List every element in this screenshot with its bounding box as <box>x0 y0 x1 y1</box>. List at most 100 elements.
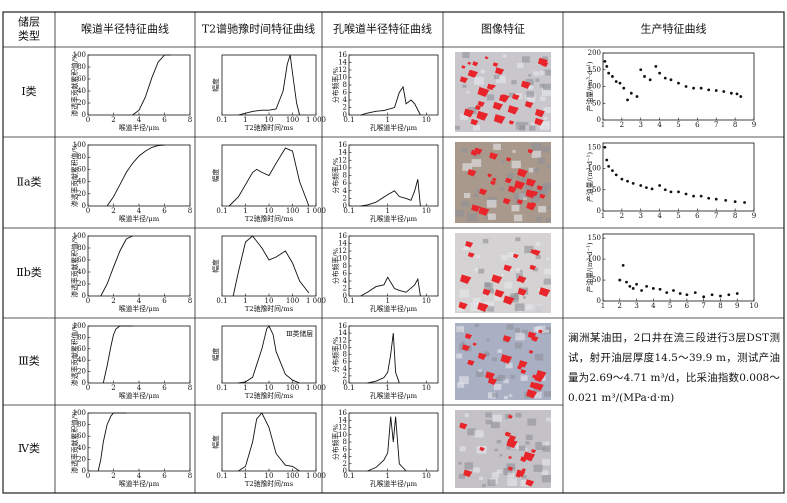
row-label: Ⅱb类 <box>16 265 42 279</box>
y-tick-label: 60 <box>77 165 86 173</box>
grain <box>519 270 523 273</box>
grain <box>467 428 476 436</box>
point <box>727 293 731 297</box>
x-tick-label: 10 <box>422 297 431 305</box>
grain <box>492 392 498 398</box>
note: 澜洲某油田，2口井在流三段进行3层DST测试，射开油层厚度14.5～39.9 m… <box>568 332 780 404</box>
point <box>631 181 635 185</box>
grain <box>511 204 520 212</box>
pore-space <box>532 249 541 256</box>
y-tick-label: 0 <box>82 111 86 119</box>
grain <box>524 183 533 190</box>
x-tick-label: 8 <box>188 384 192 392</box>
pore-space <box>500 354 513 364</box>
x-axis-label: 孔喉道半径/μm <box>370 123 418 132</box>
point <box>639 184 643 187</box>
point <box>735 292 739 295</box>
header-cell: 储层 <box>18 15 40 29</box>
grain <box>524 245 534 254</box>
pore-space <box>507 466 514 471</box>
y-tick-label: 10 <box>338 343 347 351</box>
y-tick-label: 40 <box>77 444 86 452</box>
x-tick-label: 1 <box>243 116 247 124</box>
y-axis-label: 幅度 <box>211 259 220 273</box>
pore-space <box>467 70 477 78</box>
pore-space <box>467 61 472 65</box>
y-tick-label: 0 <box>343 292 347 300</box>
point <box>692 86 695 90</box>
point <box>663 76 667 80</box>
point <box>707 196 711 200</box>
pore-space <box>506 438 518 449</box>
header-cell: 喉道半径特征曲线 <box>81 22 169 36</box>
pore-space <box>459 274 472 284</box>
pore-space <box>516 469 526 478</box>
y-tick-label: 8 <box>343 81 347 89</box>
point <box>614 173 618 177</box>
curve <box>238 325 300 384</box>
pore-space <box>517 168 528 178</box>
grain <box>491 472 499 478</box>
grain <box>535 254 541 260</box>
x-axis-label: 喉道半径/μm <box>119 304 160 313</box>
y-tick-label: 100 <box>588 83 601 91</box>
y-axis-label: 产油量/(m³·d⁻¹) <box>585 61 594 111</box>
point <box>614 80 618 83</box>
grain <box>537 157 546 164</box>
pore-space <box>491 274 503 284</box>
x-axis-label: 喉道半径/μm <box>119 123 160 132</box>
curve <box>232 235 310 297</box>
x-tick-label: 10 <box>265 116 274 124</box>
grain <box>541 474 551 483</box>
y-axis-label: 渗透率贡献累积值/% <box>70 410 79 474</box>
pore-space <box>485 371 496 380</box>
grain <box>541 146 550 153</box>
y-axis-label: 渗透率贡献累积值/% <box>70 234 79 298</box>
pore-space <box>518 360 528 368</box>
y-tick-label: 2 <box>343 372 347 380</box>
point <box>645 186 648 190</box>
grain <box>464 462 474 470</box>
y-axis-label: 分布频率/% <box>331 66 340 102</box>
x-tick-label: 9 <box>752 121 756 129</box>
x-tick-label: 8 <box>188 297 192 305</box>
x-tick-label: 9 <box>752 212 756 220</box>
point <box>702 295 706 299</box>
grain <box>501 160 505 164</box>
point <box>618 278 622 282</box>
grain <box>520 177 527 182</box>
x-tick-label: 10 <box>265 472 274 480</box>
x-axis-label: T2驰豫时间/ms <box>245 214 294 223</box>
pore-space <box>508 120 515 125</box>
grain <box>466 91 470 94</box>
x-tick-label: 1 <box>243 207 247 215</box>
grain <box>496 469 502 474</box>
x-tick-label: 2 <box>111 116 115 124</box>
grain <box>460 113 468 120</box>
grain <box>486 338 490 342</box>
point <box>658 184 662 187</box>
y-tick-label: 0 <box>82 292 86 300</box>
x-tick-label: 10 <box>265 384 274 392</box>
grain <box>509 268 513 271</box>
x-tick-label: 0.1 <box>216 472 227 480</box>
point <box>678 292 682 295</box>
y-tick-label: 16 <box>338 322 347 330</box>
x-axis-label: 喉道半径/μm <box>119 391 160 400</box>
grain <box>472 297 481 305</box>
plot-frame <box>87 412 191 472</box>
y-tick-label: 40 <box>77 356 86 364</box>
grain <box>514 342 523 349</box>
point <box>654 65 658 68</box>
pore-space <box>521 468 527 472</box>
pore-space <box>538 329 543 334</box>
grain <box>507 252 515 258</box>
point <box>650 187 654 191</box>
grain <box>545 329 550 333</box>
grain <box>542 459 551 466</box>
x-axis-label: 孔喉道半径/μm <box>370 304 418 313</box>
x-tick-label: 4 <box>137 472 142 480</box>
x-tick-label: 0.1 <box>216 297 227 305</box>
grain <box>516 62 524 69</box>
point <box>733 200 737 204</box>
